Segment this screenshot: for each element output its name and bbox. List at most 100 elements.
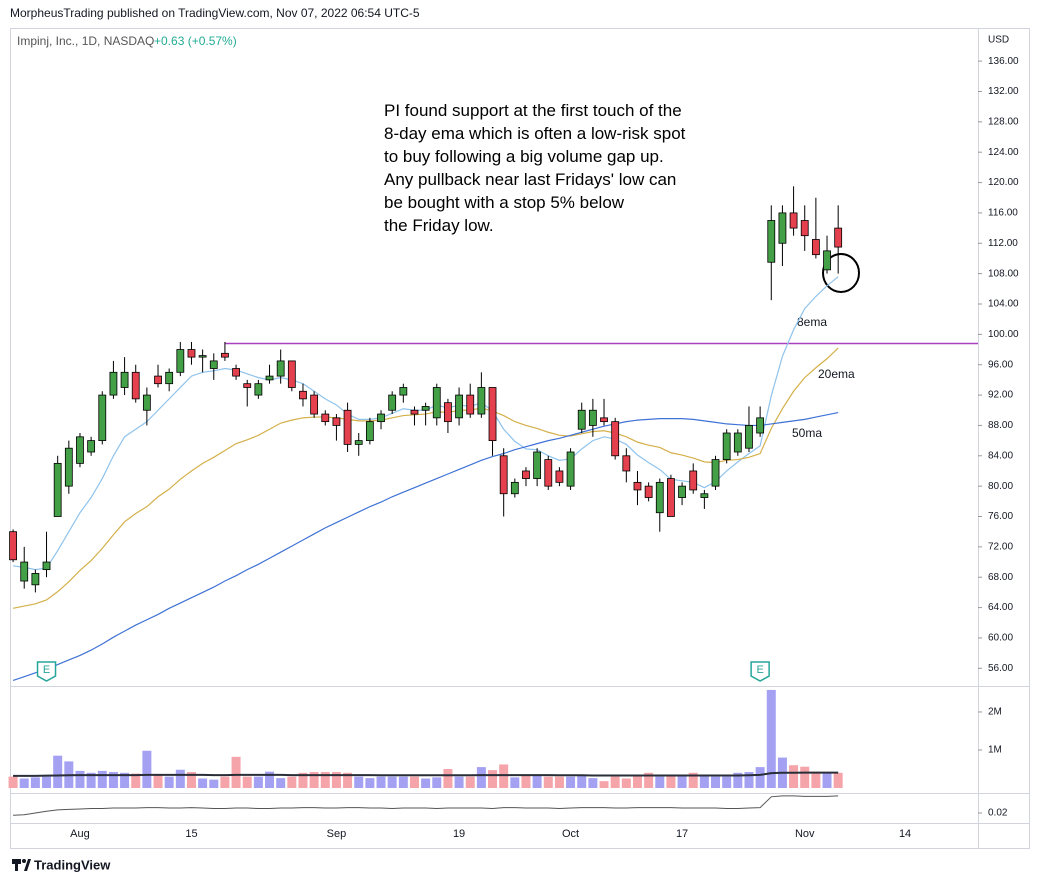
candle-body	[667, 478, 675, 517]
candle-body	[566, 451, 575, 487]
candle-body	[711, 459, 720, 487]
y-tick-label: 112.00	[988, 238, 1018, 249]
candle-body	[176, 349, 185, 373]
candle-body	[778, 212, 787, 244]
candle-body	[588, 409, 597, 426]
volume-bar	[186, 772, 196, 789]
candle-body	[700, 493, 709, 498]
volume-bar	[231, 756, 241, 789]
volume-bar	[30, 777, 40, 789]
ma-line	[12, 411, 839, 682]
volume-bar	[421, 778, 431, 789]
candle-body	[477, 387, 486, 415]
volume-bar	[510, 777, 520, 789]
candle-body	[76, 436, 84, 464]
candle-body	[321, 413, 330, 423]
annotation-line: PI found support at the first touch of t…	[384, 101, 682, 120]
line-label: 20ema	[818, 367, 855, 381]
y-tick-label: 136.00	[988, 56, 1019, 67]
volume-bar	[376, 776, 386, 789]
x-tick-label: Sep	[327, 828, 347, 840]
volume-bar	[833, 772, 843, 789]
candle-body	[756, 417, 765, 434]
tradingview-logo	[12, 859, 31, 871]
annotation-line: be bought with a stop 5% below	[384, 193, 625, 212]
candle-body	[332, 417, 341, 426]
volume-bar	[320, 772, 330, 789]
volume-bar	[409, 776, 419, 789]
volume-bar	[164, 776, 174, 789]
volume-bar	[577, 775, 587, 789]
volume-bar	[789, 765, 799, 789]
volume-bar	[566, 776, 576, 789]
volume-bar	[733, 772, 743, 789]
annotation-line: 8-day ema which is often a low-risk spot	[384, 124, 686, 143]
brand[interactable]: TradingView	[34, 857, 111, 872]
y-tick-label: 76.00	[988, 511, 1013, 522]
volume-bar	[632, 775, 642, 789]
candle-body	[209, 360, 218, 369]
earnings-label: E	[43, 664, 50, 676]
candle-body	[243, 383, 252, 388]
candle-body	[131, 371, 140, 400]
candle-body	[466, 394, 475, 415]
volume-bar	[42, 776, 52, 789]
y-tick-label: 100.00	[988, 329, 1019, 340]
volume-bar	[53, 755, 63, 789]
y-tick-label: 96.00	[988, 359, 1013, 370]
volume-bar	[454, 776, 464, 789]
volume-average	[13, 771, 839, 777]
candle-body	[600, 417, 608, 423]
volume-bar	[655, 776, 665, 789]
volume-bar	[554, 776, 564, 789]
volume-bar	[331, 772, 341, 789]
x-tick-label: Nov	[795, 828, 815, 840]
candle-body	[455, 394, 463, 419]
candle-body	[399, 387, 408, 396]
candle-body	[198, 355, 207, 358]
y-tick-label: 56.00	[988, 663, 1013, 674]
candle-body	[644, 485, 653, 498]
candle-body	[254, 383, 263, 396]
volume-bar	[688, 772, 698, 789]
candle-body	[499, 455, 508, 495]
y-tick-label: 64.00	[988, 602, 1013, 613]
volume-bar	[744, 772, 754, 789]
volume-bar	[610, 776, 620, 789]
chart-frame	[10, 28, 1030, 849]
volume-bar	[387, 776, 397, 789]
candle-body	[388, 394, 397, 411]
y-tick-label: 92.00	[988, 390, 1013, 401]
volume-bar	[8, 776, 18, 789]
volume-bar	[499, 764, 509, 789]
candle-body	[745, 425, 753, 449]
candle-body	[64, 447, 73, 487]
candle-body	[276, 360, 285, 377]
candle-body	[53, 462, 62, 517]
volume-bar	[476, 767, 486, 789]
y-tick-label: 124.00	[988, 147, 1019, 158]
indicator-line	[13, 795, 839, 816]
candle-body	[87, 440, 96, 453]
line-label: 50ma	[792, 426, 822, 440]
candle-body	[310, 394, 319, 415]
volume-bar	[666, 774, 676, 789]
candle-body	[98, 394, 107, 442]
volume-bar	[131, 773, 141, 789]
candle-body	[187, 349, 196, 358]
candle-body	[287, 360, 296, 388]
volume-bar	[699, 774, 709, 789]
volume-bar	[108, 772, 118, 789]
volume-bar	[276, 778, 286, 789]
candle-body	[800, 220, 809, 237]
y-tick-label: 132.00	[988, 86, 1019, 97]
annotation-line: Any pullback near last Fridays' low can	[384, 170, 676, 189]
volume-bar	[644, 772, 654, 789]
volume-bar	[309, 772, 319, 789]
y-tick-label: 88.00	[988, 420, 1013, 431]
volume-bar	[354, 776, 364, 789]
candle-body	[354, 440, 363, 445]
volume-bar	[75, 770, 85, 789]
